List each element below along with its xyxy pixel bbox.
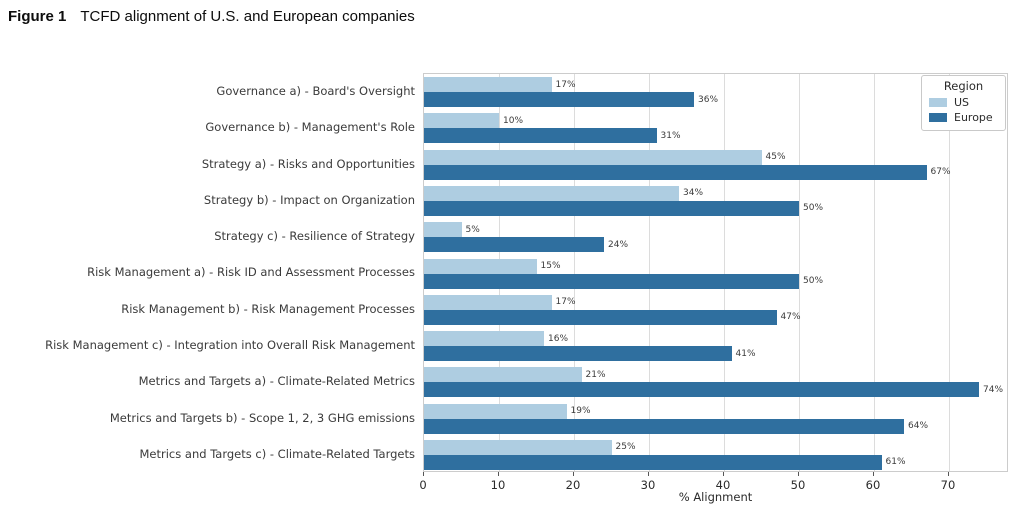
bar-europe-4: [424, 237, 604, 253]
category-label: Metrics and Targets c) - Climate-Related…: [139, 446, 416, 461]
category-label: Risk Management b) - Risk Management Pro…: [121, 301, 415, 316]
category-label: Metrics and Targets a) - Climate-Related…: [138, 374, 415, 389]
category-label: Risk Management c) - Integration into Ov…: [45, 338, 415, 353]
bar-us-3: [424, 185, 679, 201]
bar-value-label: 15%: [540, 261, 561, 271]
bar-value-label: 17%: [555, 297, 576, 308]
x-tick-label-20: 20: [565, 478, 581, 492]
legend-title: Region: [943, 79, 984, 93]
bar-europe-6: [424, 309, 777, 325]
bar-europe-3: [424, 200, 799, 216]
gridline-40: [724, 74, 725, 471]
bar-europe-0: [424, 92, 694, 108]
bar-value-label: 67%: [930, 167, 951, 178]
category-label: Strategy a) - Risks and Opportunities: [201, 156, 415, 171]
legend-label: Europe: [954, 111, 993, 124]
x-tick-mark-70: [948, 472, 949, 476]
x-tick-label-50: 50: [790, 478, 806, 492]
bar-value-label: 31%: [660, 130, 681, 141]
category-label: Governance a) - Board's Oversight: [216, 84, 415, 99]
bar-us-7: [424, 331, 544, 347]
bar-europe-1: [424, 128, 657, 144]
x-tick-mark-30: [648, 472, 649, 476]
bar-value-label: 10%: [503, 115, 524, 126]
bar-europe-7: [424, 346, 732, 362]
bar-us-10: [424, 439, 612, 455]
gridline-70: [949, 74, 950, 471]
x-tick-mark-10: [498, 472, 499, 476]
bar-europe-8: [424, 382, 979, 398]
bar-value-label: 24%: [608, 239, 629, 250]
figure-title: Figure 1 TCFD alignment of U.S. and Euro…: [8, 8, 415, 25]
bar-value-label: 74%: [983, 384, 1004, 395]
bar-us-0: [424, 77, 552, 93]
bar-us-6: [424, 294, 552, 310]
bar-us-8: [424, 367, 582, 383]
x-tick-label-0: 0: [419, 478, 427, 492]
legend: Region US Europe: [921, 75, 1006, 131]
bar-chart-plot-area: 17% 36% 10% 31% 45% 67% 34% 50% 5% 24% 15% 50% 17% 47…: [423, 73, 1008, 472]
x-axis-title: % Alignment: [678, 490, 753, 504]
gridline-20: [574, 74, 575, 471]
x-tick-label-70: 70: [940, 478, 956, 492]
bar-us-4: [424, 222, 462, 238]
y-axis-category-labels: Governance a) - Board's Oversight Governa…: [0, 73, 415, 472]
category-label: Metrics and Targets b) - Scope 1, 2, 3 G…: [109, 410, 415, 425]
bar-value-label: 21%: [585, 369, 606, 380]
gridline-50: [799, 74, 800, 471]
bar-europe-9: [424, 418, 904, 434]
x-tick-mark-0: [423, 472, 424, 476]
legend-entries: US Europe: [929, 95, 998, 125]
bar-value-label: 34%: [683, 188, 704, 199]
category-label: Strategy c) - Resilience of Strategy: [214, 229, 415, 244]
bar-europe-5: [424, 273, 799, 289]
gridline-30: [649, 74, 650, 471]
bar-value-label: 17%: [555, 79, 576, 90]
bar-value-label: 64%: [908, 421, 929, 432]
bar-us-5: [424, 258, 537, 274]
bar-value-label: 50%: [803, 276, 824, 286]
x-tick-mark-40: [723, 472, 724, 476]
figure-number: Figure 1: [8, 8, 67, 25]
legend-swatch-europe: [929, 113, 947, 122]
bar-value-label: 47%: [780, 312, 801, 323]
bar-value-label: 36%: [698, 94, 719, 105]
bar-us-2: [424, 149, 762, 165]
bar-us-1: [424, 113, 499, 129]
x-tick-label-40: 40: [715, 478, 731, 492]
category-label: Risk Management a) - Risk ID and Assessm…: [87, 265, 415, 280]
bar-value-label: 5%: [465, 224, 480, 235]
category-label: Governance b) - Management's Role: [205, 120, 415, 135]
legend-entry-us: US: [929, 95, 998, 110]
legend-swatch-us: [929, 98, 947, 107]
x-tick-mark-20: [573, 472, 574, 476]
gridline-60: [874, 74, 875, 471]
category-label: Strategy b) - Impact on Organization: [203, 192, 415, 207]
bar-value-label: 41%: [735, 348, 756, 359]
legend-label: US: [954, 96, 970, 109]
legend-entry-europe: Europe: [929, 110, 998, 125]
bar-value-label: 19%: [570, 406, 591, 417]
bar-value-label: 45%: [765, 152, 786, 163]
bar-us-9: [424, 403, 567, 419]
bar-europe-2: [424, 164, 927, 180]
bar-value-label: 25%: [615, 442, 636, 453]
x-tick-mark-50: [798, 472, 799, 476]
x-tick-label-10: 10: [490, 478, 506, 492]
figure-title-text: TCFD alignment of U.S. and European comp…: [80, 8, 415, 25]
bar-value-label: 50%: [803, 203, 824, 214]
x-tick-mark-60: [873, 472, 874, 476]
bar-value-label: 16%: [548, 333, 569, 344]
x-tick-label-60: 60: [865, 478, 881, 492]
bar-value-label: 61%: [885, 457, 906, 468]
x-tick-label-30: 30: [640, 478, 656, 492]
bar-europe-10: [424, 454, 882, 470]
